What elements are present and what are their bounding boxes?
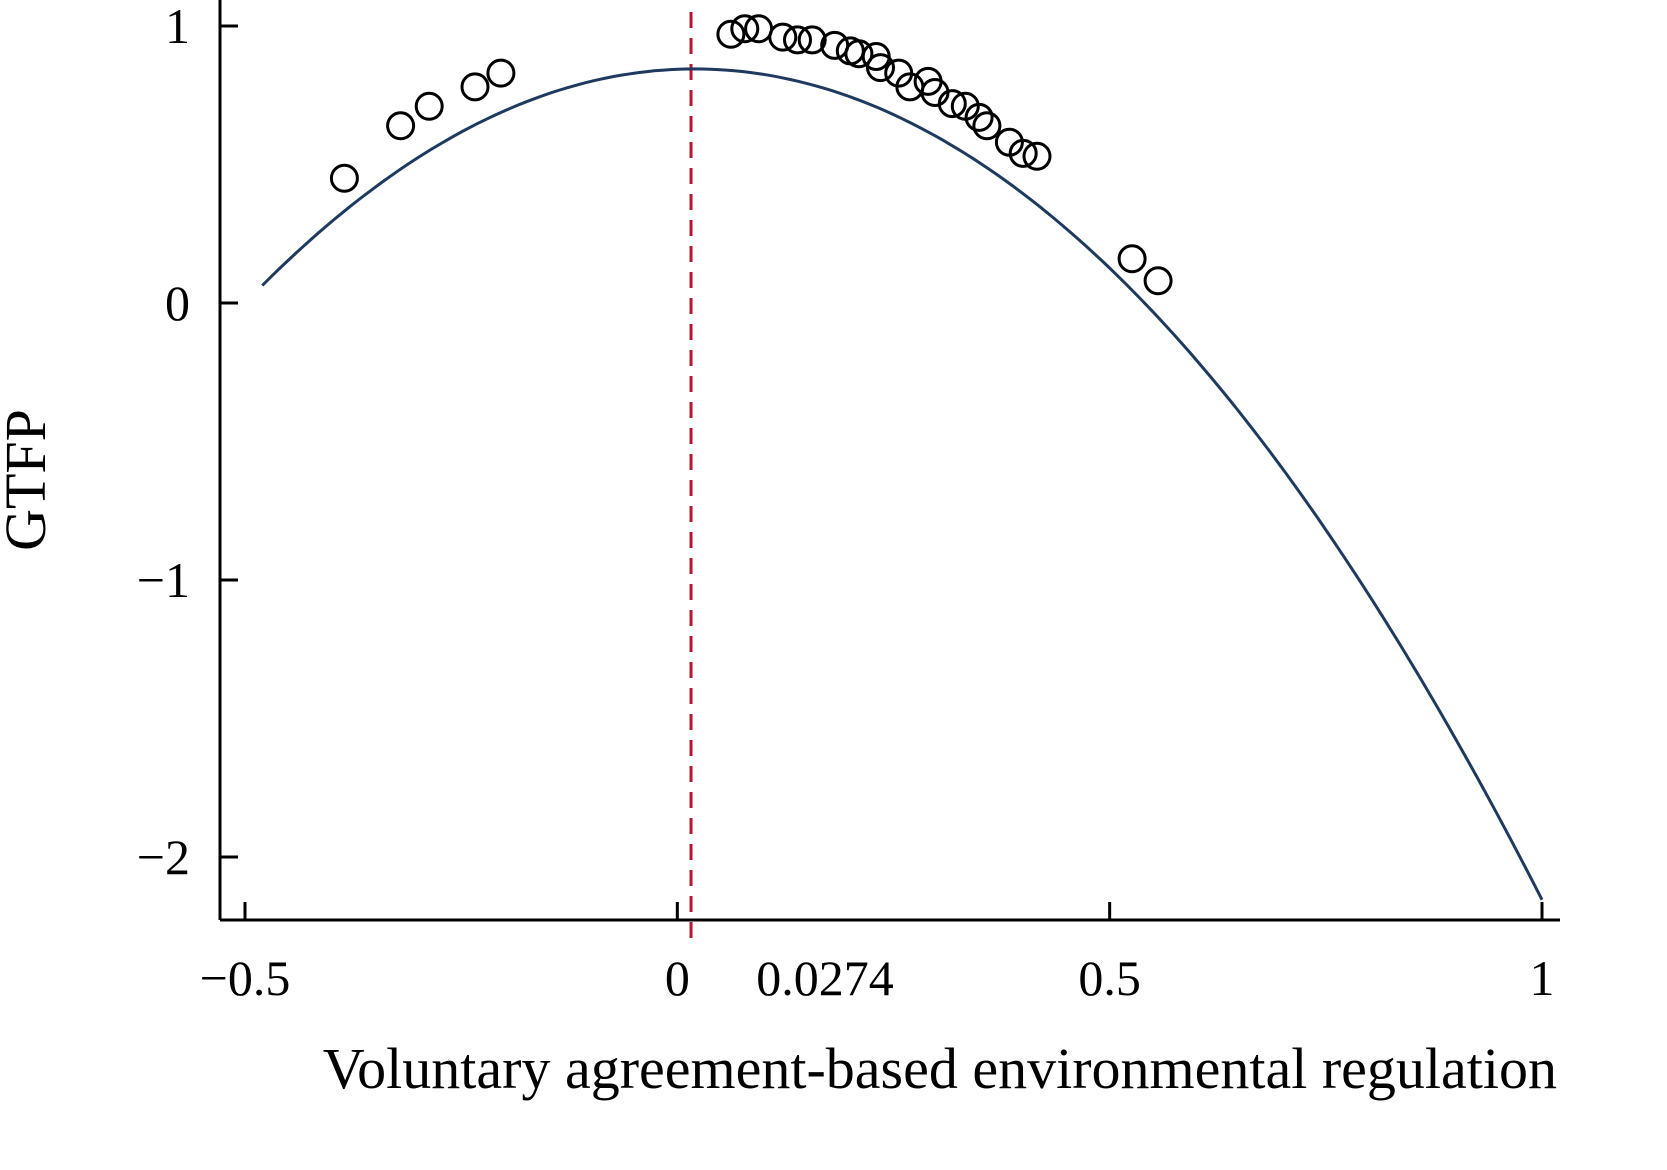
- data-point: [1143, 266, 1173, 296]
- data-point: [414, 91, 444, 121]
- y-tick-label: 0: [165, 275, 190, 331]
- data-point: [1117, 244, 1147, 274]
- axes: 1 0 −1 −2 −0.5 0 0.5 1: [137, 0, 1560, 1006]
- data-point: [460, 72, 490, 102]
- data-point: [844, 39, 874, 69]
- data-point: [866, 53, 895, 83]
- y-tick-label: −2: [137, 829, 190, 885]
- x-tick-label: 1: [1530, 950, 1555, 1006]
- data-point: [329, 163, 359, 193]
- labels-layer: 0.0274 Voluntary agreement-based environ…: [0, 409, 1557, 1101]
- y-tick-label: −1: [137, 552, 190, 608]
- x-tick-label: 0: [665, 950, 690, 1006]
- data-point: [716, 19, 746, 49]
- data-point: [964, 102, 994, 132]
- data-points: [329, 14, 1173, 296]
- y-axis-title: GTFP: [0, 409, 58, 551]
- data-point: [797, 25, 827, 55]
- data-point: [486, 58, 516, 88]
- x-axis-title: Voluntary agreement-based environmental …: [323, 1036, 1557, 1101]
- x-tick-label: −0.5: [200, 950, 291, 1006]
- data-point: [1008, 138, 1038, 168]
- data-point: [972, 111, 1002, 141]
- data-point: [768, 22, 798, 52]
- threshold-label: 0.0274: [756, 950, 894, 1006]
- data-point: [730, 14, 760, 44]
- fit-curve: [261, 67, 1544, 901]
- data-point: [386, 111, 416, 141]
- fit-curve-layer: [261, 67, 1544, 901]
- data-point: [783, 25, 812, 55]
- y-tick-label: 1: [165, 0, 190, 54]
- data-point: [1022, 141, 1052, 171]
- x-tick-label: 0.5: [1078, 950, 1141, 1006]
- data-point: [937, 89, 967, 119]
